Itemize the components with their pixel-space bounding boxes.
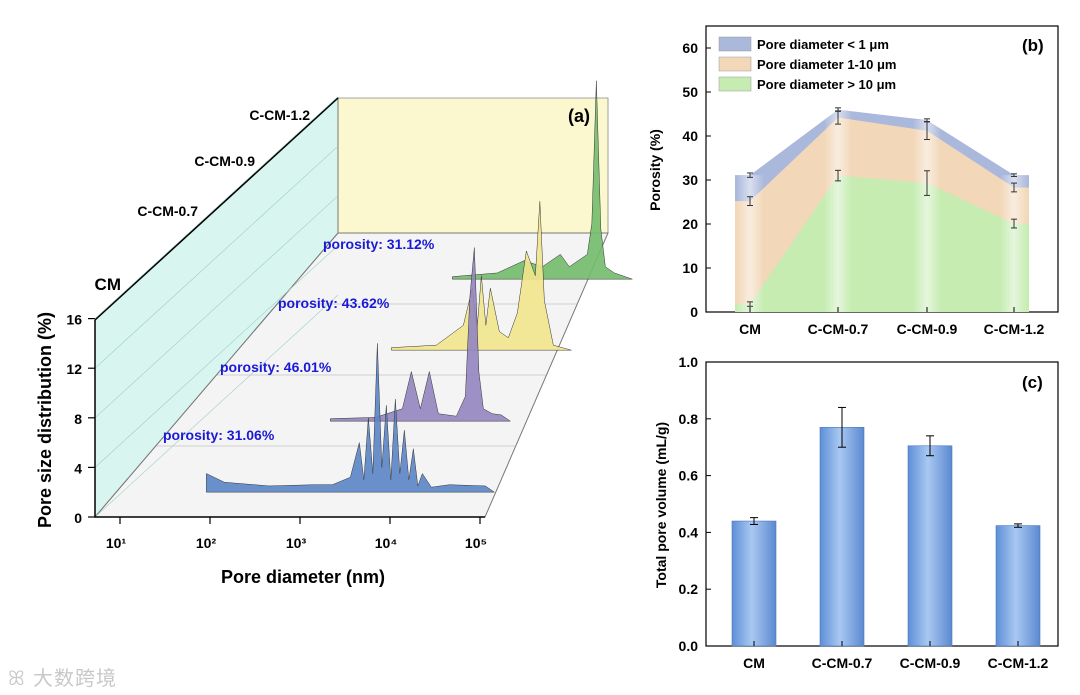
x-tick-label: C-CM-1.2 [988,655,1049,671]
depth-label: C-CM-0.9 [194,153,255,169]
x-axis-label: Pore diameter (nm) [221,567,385,587]
x-tick-label: C-CM-0.9 [897,321,958,337]
x-tick-label: CM [743,655,765,671]
y-tick-label: 4 [74,460,82,476]
x-tick-label: C-CM-0.9 [900,655,961,671]
x-tick-label: 10⁴ [375,535,398,551]
x-tick-label: C-CM-0.7 [812,655,873,671]
watermark-text: 大数跨境 [33,666,117,690]
bar-CM [731,520,777,647]
panel-c-bar-chart: 0.0 0.2 0.4 0.6 0.8 1.0 CM C-CM-0.7 C-CM-0.9 C-CM… [653,354,1059,671]
y-tick-label: 0.0 [679,638,699,654]
axes-ticks: 0 10 20 30 40 50 60 CM C-CM-0.7 C-CM-0.9 C-CM-1.2 [682,40,1044,337]
depth-label: CM [95,275,121,294]
series-area-C-CM-0.9 [391,201,572,351]
legend-entry: Pore diameter 1-10 μm [757,57,896,72]
porosity-labels: porosity: 31.06% porosity: 46.01% porosity… [163,236,435,443]
bars [731,406,1041,647]
panel-b-label: (b) [1022,36,1044,55]
y-tick-label: 60 [682,40,698,56]
legend-entry: Pore diameter > 10 μm [757,77,896,92]
wall-gridline [94,245,339,468]
x-tick-label: 10⁵ [465,535,487,551]
series-area-CM [206,343,496,493]
panel-a-3d-chart: 0 4 8 12 16 10¹ 10² 10³ 10⁴ 10⁵ CM C-CM-0.7 C-CM-0… [35,80,633,587]
x-tick-label: 10² [196,535,217,551]
y-tick-label: 12 [66,361,82,377]
y-tick-label: 50 [682,84,698,100]
stacked-areas [735,107,1029,313]
watermark-icon: ꕤ [8,666,26,690]
panel-a-label: (a) [568,106,590,126]
x-ticks: 10¹ 10² 10³ 10⁴ 10⁵ [106,517,487,551]
depth-labels: CM C-CM-0.7 C-CM-0.9 C-CM-1.2 [95,107,311,294]
series-layers [206,80,633,493]
y-tick-label: 0.4 [679,524,699,540]
wall-gridline [94,145,339,369]
y-axis-label: Porosity (%) [647,129,663,211]
depth-label: C-CM-1.2 [249,107,310,123]
depth-axis-line [94,97,339,321]
y-tick-label: 0 [74,510,82,526]
depth-label: C-CM-0.7 [137,203,198,219]
x-tick-label: 10¹ [106,535,127,551]
porosity-label: porosity: 31.06% [163,427,275,443]
column-highlight [913,120,941,312]
legend-swatch [718,36,752,52]
y-ticks: 0 4 8 12 16 [66,312,95,526]
x-tick-label: C-CM-1.2 [984,321,1045,337]
bar-C-CM-1.2 [995,525,1041,647]
series-area-C-CM-1.2 [452,80,633,280]
column-highlight [736,175,764,312]
wall-gridline [94,96,339,319]
y-tick-label: 16 [66,312,82,328]
legend-swatch [718,56,752,72]
series-area-C-CM-0.7 [330,247,512,422]
area-Pore diameter > 10 μm [735,175,1029,312]
y-tick-label: 0.8 [679,411,699,427]
legend-entry: Pore diameter < 1 μm [757,37,889,52]
y-tick-label: 1.0 [679,354,699,370]
wall-gridline [94,294,339,518]
x-tick-label: C-CM-0.7 [808,321,869,337]
axes-ticks: 0.0 0.2 0.4 0.6 0.8 1.0 CM C-CM-0.7 C-CM-0.9 C-CM… [679,354,1049,671]
column-highlight [1000,175,1028,312]
y-tick-label: 20 [682,216,698,232]
y-axis-label: Pore size distribution (%) [35,312,55,528]
wall-gridline [94,195,339,419]
panel-c-label: (c) [1022,373,1043,392]
x-tick-label: 10³ [286,535,307,551]
y-tick-label: 10 [682,260,698,276]
column-highlight [824,109,852,312]
y-tick-label: 8 [74,411,82,427]
bar-C-CM-0.7 [819,427,865,647]
y-tick-label: 0.2 [679,581,699,597]
y-tick-label: 0 [690,304,698,320]
porosity-label: porosity: 46.01% [220,359,332,375]
legend-swatch [718,76,752,92]
watermark-logo: ꕤ 大数跨境 [8,662,117,691]
porosity-label: porosity: 43.62% [278,295,390,311]
y-tick-label: 0.6 [679,468,699,484]
x-tick-label: CM [739,321,761,337]
y-tick-label: 30 [682,172,698,188]
y-axis-label: Total pore volume (mL/g) [653,422,669,588]
bar-C-CM-0.9 [907,445,953,647]
y-tick-label: 40 [682,128,698,144]
legend: Pore diameter < 1 μm Pore diameter 1-10 μ… [718,36,896,92]
porosity-label: porosity: 31.12% [323,236,435,252]
